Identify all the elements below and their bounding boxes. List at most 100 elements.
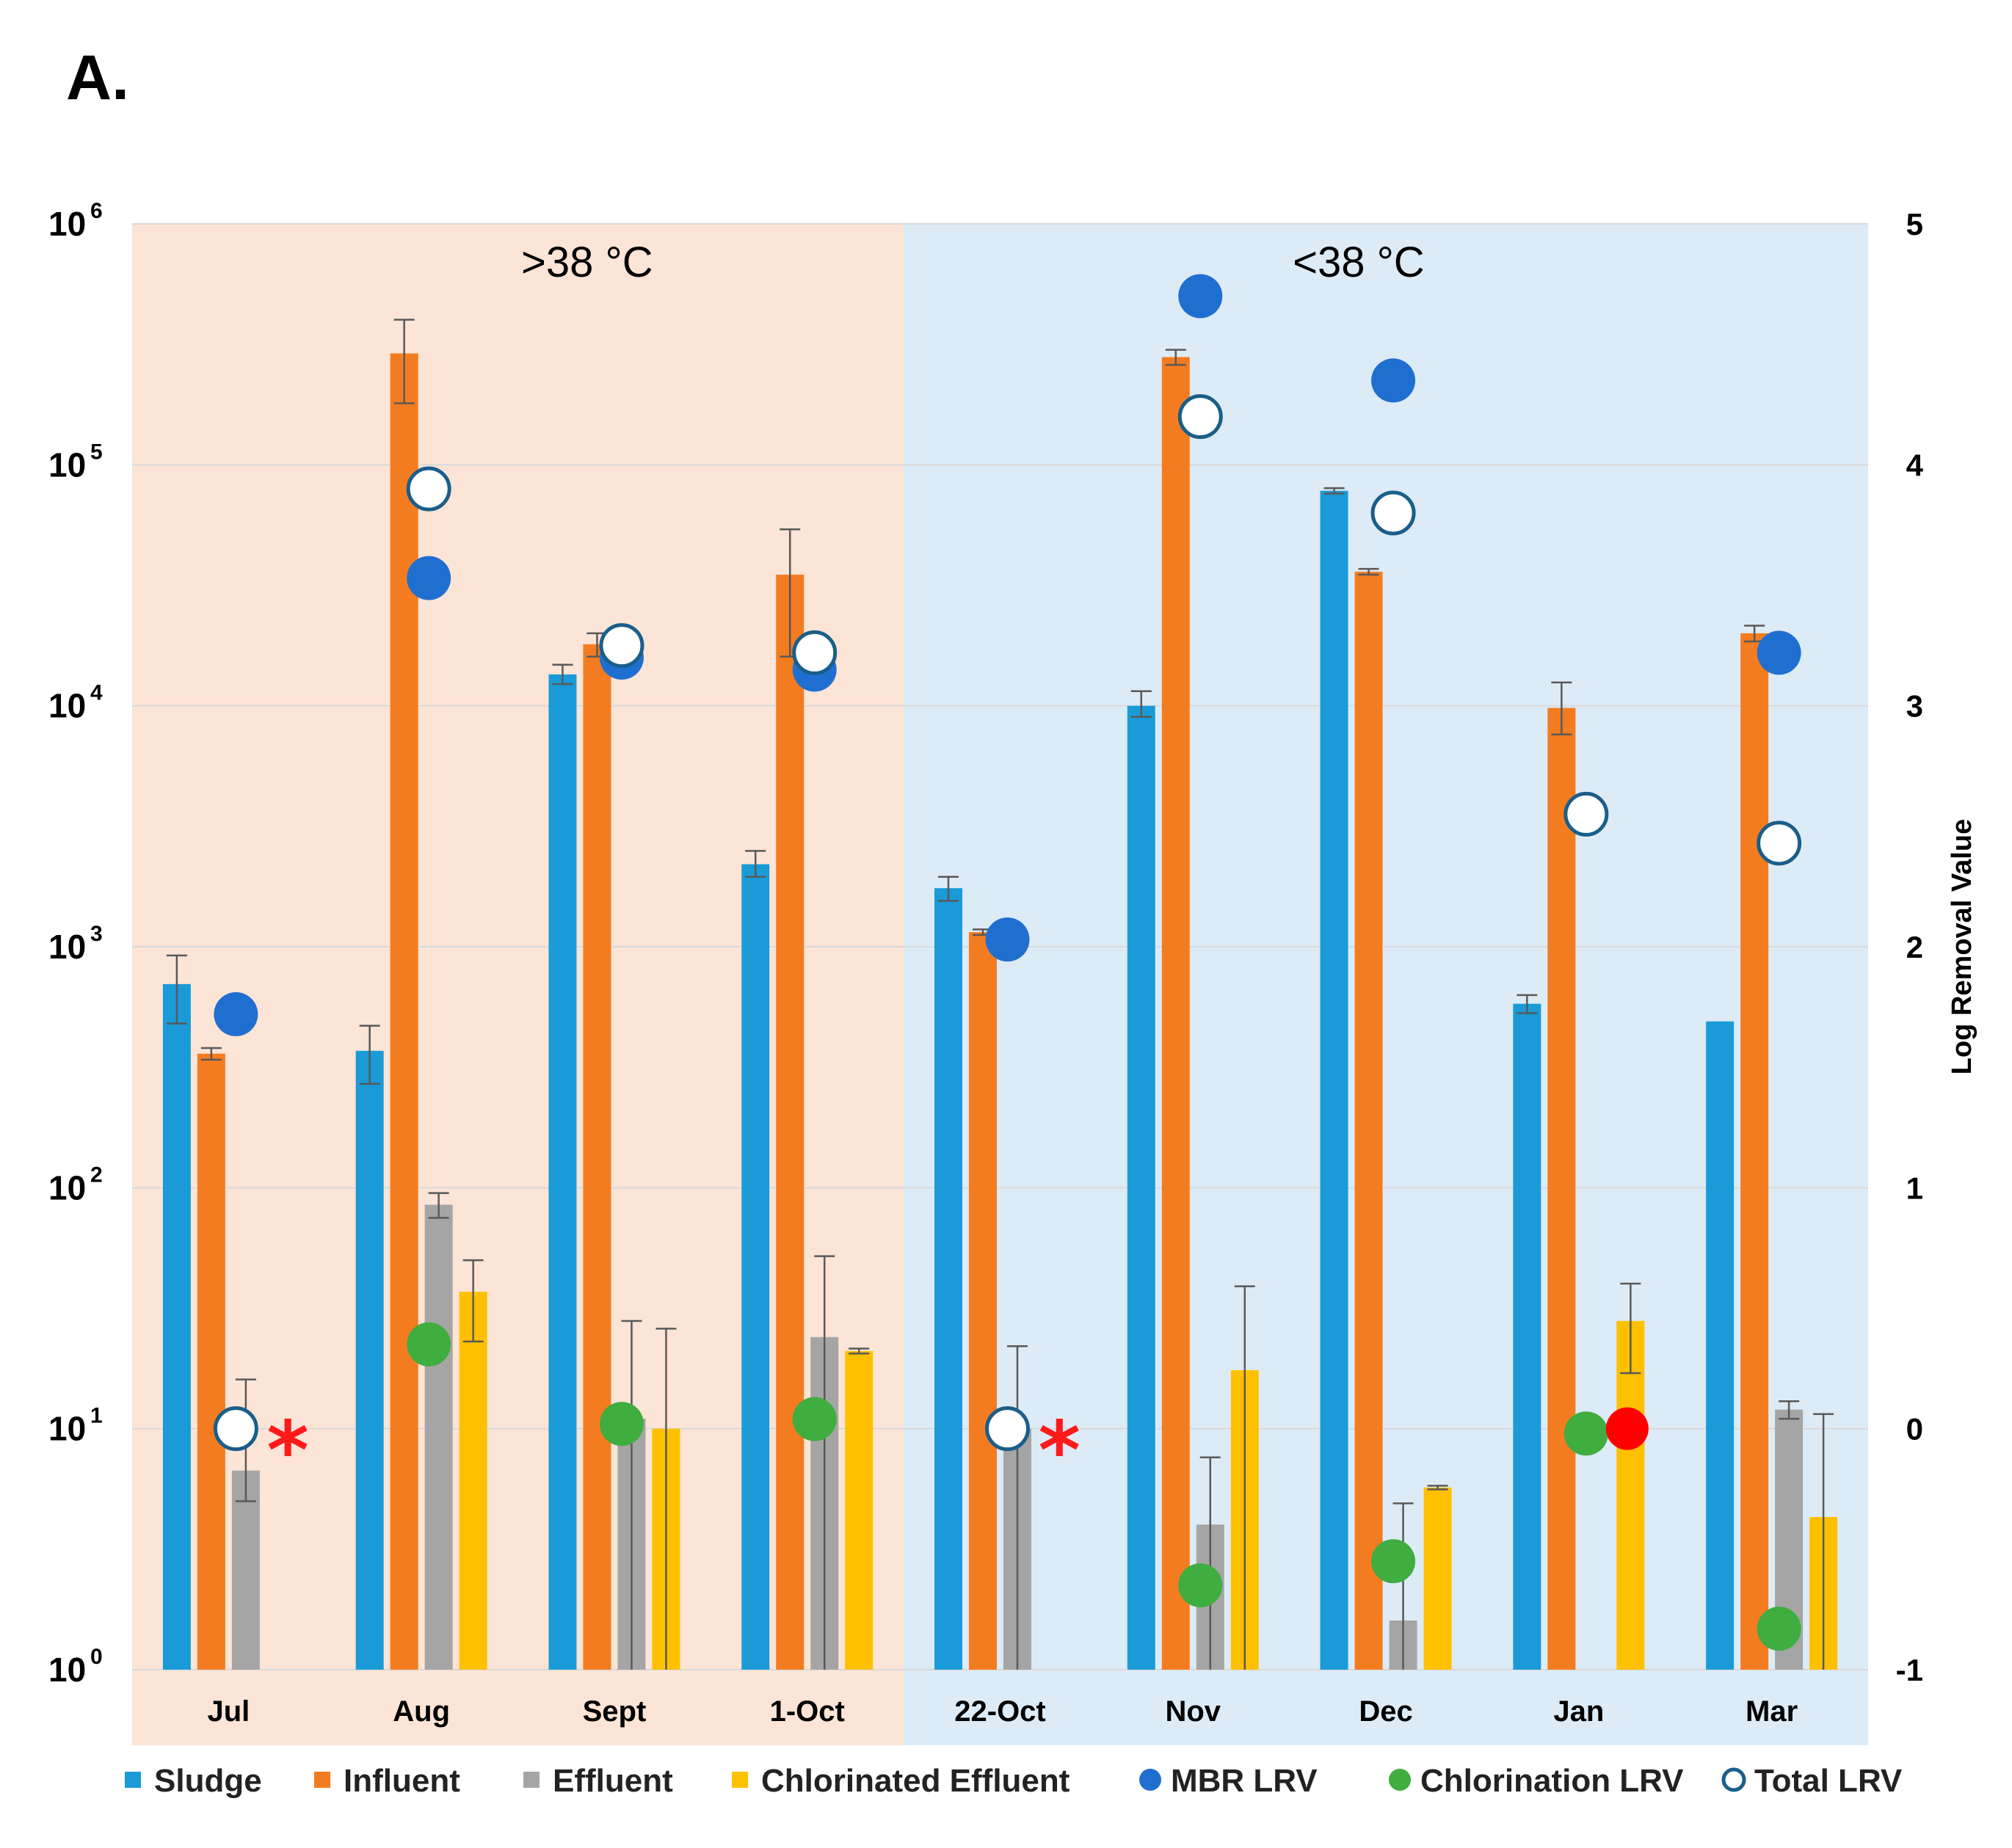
category-label: Dec — [1359, 1695, 1412, 1728]
point-mbr-lrv — [214, 992, 258, 1036]
bar-chlorinated-effluent — [459, 1292, 487, 1670]
point-total-lrv — [213, 1406, 258, 1452]
legend-swatch — [125, 1772, 141, 1788]
point-mbr-lrv — [407, 556, 451, 600]
point-chlorination-lrv — [1178, 1563, 1223, 1608]
category-label: Nov — [1165, 1695, 1221, 1728]
lrv-points: * * — [213, 274, 1802, 1651]
left-tick-label: 10 — [48, 1651, 86, 1689]
bar-effluent — [424, 1204, 453, 1670]
legend-swatch — [523, 1772, 540, 1788]
point-chlorination-lrv — [1564, 1411, 1608, 1456]
bar-influent — [1547, 707, 1576, 1670]
left-tick-exponent: 1 — [90, 1404, 103, 1428]
point-total-lrv — [406, 466, 451, 512]
point-total-lrv — [599, 623, 644, 669]
point-extra-marker — [1605, 1407, 1649, 1450]
right-tick-label: 2 — [1906, 930, 1923, 964]
left-tick-exponent: 3 — [90, 922, 103, 946]
legend-swatch — [732, 1772, 748, 1788]
point-mbr-lrv — [1757, 630, 1801, 675]
point-chlorination-lrv — [407, 1322, 451, 1367]
category-label: Aug — [393, 1695, 450, 1728]
right-tick-label: 3 — [1906, 689, 1923, 724]
left-tick-exponent: 4 — [90, 681, 103, 705]
bar-series — [162, 319, 1838, 1670]
left-tick-label: 10 — [48, 1410, 86, 1448]
point-total-lrv — [1757, 821, 1802, 866]
bar-sludge — [934, 888, 962, 1670]
bar-chlorinated-effluent — [1616, 1320, 1645, 1670]
point-mbr-lrv — [1178, 274, 1223, 319]
bar-sludge — [741, 864, 770, 1670]
bar-influent — [969, 932, 997, 1670]
bar-sludge — [1513, 1003, 1541, 1670]
point-total-lrv — [1564, 791, 1609, 837]
category-label: Jul — [207, 1695, 250, 1728]
left-tick-exponent: 2 — [90, 1163, 103, 1187]
point-total-lrv — [792, 630, 838, 675]
bar-effluent — [231, 1470, 260, 1670]
legend-swatch — [314, 1772, 330, 1788]
bar-sludge — [1127, 705, 1155, 1670]
category-label: Mar — [1746, 1695, 1798, 1728]
region-band — [132, 224, 904, 1745]
left-tick-label: 10 — [48, 1168, 86, 1207]
bar-influent — [197, 1053, 225, 1670]
legend-swatch — [1721, 1767, 1746, 1792]
left-tick-exponent: 6 — [90, 199, 103, 223]
left-tick-label: 10 — [48, 205, 86, 243]
legend-swatch — [1139, 1769, 1161, 1791]
legend-label: MBR LRV — [1171, 1763, 1318, 1799]
left-tick-label: 10 — [48, 445, 86, 484]
panel-label: A. — [66, 43, 129, 113]
bar-sludge — [355, 1050, 384, 1670]
left-tick-label: 10 — [48, 928, 86, 966]
asterisk-annotation: * — [266, 1404, 309, 1498]
point-chlorination-lrv — [1757, 1607, 1801, 1651]
point-mbr-lrv — [1371, 358, 1416, 403]
right-axis-title: Log Removal Value — [1947, 819, 1978, 1074]
point-total-lrv — [1370, 490, 1416, 536]
legend-swatch — [1389, 1769, 1411, 1791]
point-total-lrv — [985, 1406, 1030, 1452]
region-label: <38 °C — [1293, 239, 1425, 286]
left-tick-exponent: 5 — [90, 440, 103, 464]
point-total-lrv — [1177, 394, 1223, 440]
point-mbr-lrv — [985, 917, 1030, 962]
legend-label: Chlorinated Effluent — [761, 1763, 1070, 1799]
left-tick-label: 10 — [48, 687, 86, 725]
point-chlorination-lrv — [599, 1402, 644, 1447]
right-tick-label: -1 — [1896, 1653, 1923, 1687]
right-tick-label: 0 — [1906, 1412, 1923, 1447]
legend: Sludge Influent Effluent Chlorinated Efflue… — [125, 1763, 1903, 1799]
legend-label: Total LRV — [1754, 1763, 1903, 1799]
legend-label: Influent — [344, 1763, 460, 1799]
point-chlorination-lrv — [792, 1397, 837, 1441]
right-axis-ticks: -1 0 1 2 3 4 5 — [1896, 207, 1924, 1687]
region-label: >38 °C — [521, 239, 653, 286]
bar-influent — [776, 575, 805, 1670]
point-chlorination-lrv — [1371, 1539, 1416, 1584]
right-tick-label: 1 — [1906, 1171, 1923, 1205]
right-tick-label: 4 — [1906, 448, 1924, 482]
bar-influent — [583, 644, 611, 1670]
category-label: Jan — [1553, 1695, 1604, 1728]
category-label: Sept — [583, 1695, 647, 1728]
legend-label: Effluent — [553, 1763, 673, 1799]
bar-sludge — [1706, 1021, 1735, 1670]
legend-label: Chlorination LRV — [1420, 1763, 1684, 1799]
bar-sludge — [162, 983, 191, 1670]
bar-sludge — [1320, 490, 1348, 1670]
category-label: 1-Oct — [770, 1695, 845, 1728]
legend-label: Sludge — [154, 1763, 262, 1799]
bar-influent — [390, 353, 418, 1670]
left-tick-exponent: 0 — [90, 1645, 103, 1669]
bar-influent — [1354, 572, 1383, 1670]
category-label: 22-Oct — [954, 1695, 1046, 1728]
asterisk-annotation: * — [1039, 1404, 1081, 1498]
category-labels: Jul Aug Sept 1-Oct 22-Oct Nov Dec Jan Mar — [207, 1695, 1798, 1728]
bar-chlorinated-effluent — [1423, 1487, 1452, 1670]
